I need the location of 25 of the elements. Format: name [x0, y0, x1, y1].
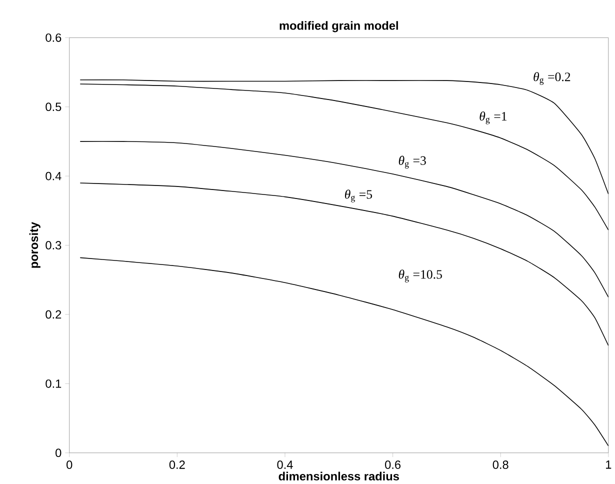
y-tick-label: 0 [56, 448, 62, 458]
x-tick-label: 0.4 [277, 460, 293, 470]
x-tick-label: 0.6 [385, 460, 401, 470]
y-tick-label: 0.6 [46, 34, 62, 42]
x-tick-label: 1 [606, 460, 612, 469]
series-label: θ$_{g}$ =3 [398, 156, 426, 169]
y-tick-label: 0.2 [46, 310, 62, 319]
y-axis-title: porosity [29, 222, 40, 268]
y-tick-label: 0.4 [46, 172, 62, 180]
series-label: θ$_{g}$ =5 [344, 190, 372, 202]
y-tick-label: 0.5 [46, 102, 62, 112]
text: θ$_{g}$ =10.5 [398, 270, 442, 282]
y-tick-label: 0.1 [46, 380, 62, 388]
x-axis-title: dimensionless radius [278, 472, 399, 481]
line-series [80, 141, 608, 298]
line-series [80, 182, 608, 346]
chart-title: modified grain model [280, 21, 398, 32]
x-tick-label: 0.2 [169, 460, 185, 470]
series-label: θ$_{g}$ =1 [480, 112, 507, 124]
x-tick-label: 0 [66, 460, 72, 470]
series-label: θ$_{g}$ =0.2 [534, 72, 570, 85]
line-series [80, 257, 608, 446]
line-series [80, 84, 608, 231]
y-tick-label: 0.3 [46, 241, 62, 250]
x-tick-label: 0.8 [492, 460, 508, 470]
